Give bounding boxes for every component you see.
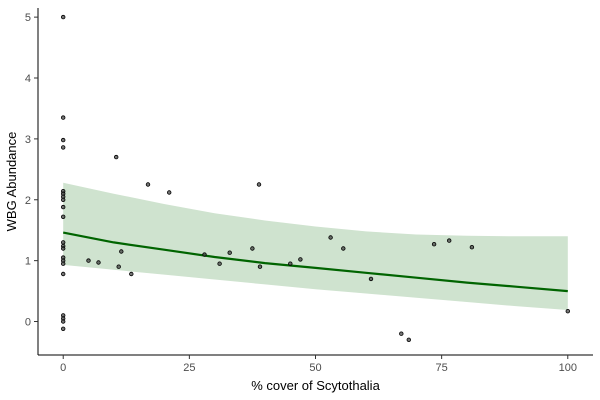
data-point (256, 182, 262, 187)
fit-line (62, 231, 568, 293)
data-point (217, 261, 222, 266)
x-ticks: 0 25 50 75 100 (60, 355, 577, 374)
x-axis-title: % cover of Scytothalia (251, 378, 380, 393)
y-axis-title: WBG Abundance (4, 132, 19, 232)
data-point (61, 115, 66, 120)
data-point (113, 154, 119, 160)
data-point (227, 250, 232, 255)
data-point (61, 261, 66, 266)
data-point (399, 331, 404, 336)
data-point (61, 326, 66, 331)
confidence-band-layer (63, 182, 568, 310)
data-point (368, 276, 374, 282)
data-point (61, 271, 66, 277)
data-point (565, 309, 570, 314)
y-tick-label: 5 (25, 12, 31, 24)
x-tick-label: 0 (60, 362, 66, 374)
data-point (145, 182, 151, 187)
data-point (129, 271, 134, 277)
data-point (298, 257, 303, 262)
y-ticks: 0 1 2 3 4 5 (25, 12, 38, 329)
data-point (341, 246, 346, 251)
data-point (119, 249, 124, 254)
data-point (202, 252, 207, 257)
data-point (406, 337, 411, 342)
data-point (61, 319, 66, 324)
fit-line-layer (62, 231, 568, 293)
data-point (61, 204, 66, 210)
y-tick-label: 4 (25, 73, 31, 85)
y-tick-label: 1 (25, 256, 31, 268)
data-point (61, 214, 66, 219)
data-point (61, 137, 66, 143)
confidence-band (63, 182, 568, 310)
data-point (431, 241, 437, 247)
data-point (61, 145, 66, 150)
y-tick-label: 0 (25, 317, 31, 329)
data-point (96, 260, 101, 265)
y-tick-label: 3 (25, 134, 31, 146)
data-point (257, 264, 263, 269)
data-point (447, 238, 452, 243)
data-point (86, 258, 91, 263)
data-point (116, 264, 121, 269)
x-tick-label: 50 (309, 362, 321, 374)
data-points-layer (61, 14, 570, 342)
data-point (61, 197, 66, 202)
x-tick-label: 75 (436, 362, 448, 374)
data-point (328, 235, 333, 240)
data-point (61, 246, 66, 251)
x-tick-label: 25 (183, 362, 195, 374)
y-tick-label: 2 (25, 195, 31, 207)
x-tick-label: 100 (559, 362, 577, 374)
data-point (61, 240, 66, 245)
data-point (288, 261, 293, 266)
data-point (250, 246, 255, 251)
data-point (469, 244, 475, 250)
data-point (61, 14, 66, 20)
data-point (166, 190, 172, 195)
